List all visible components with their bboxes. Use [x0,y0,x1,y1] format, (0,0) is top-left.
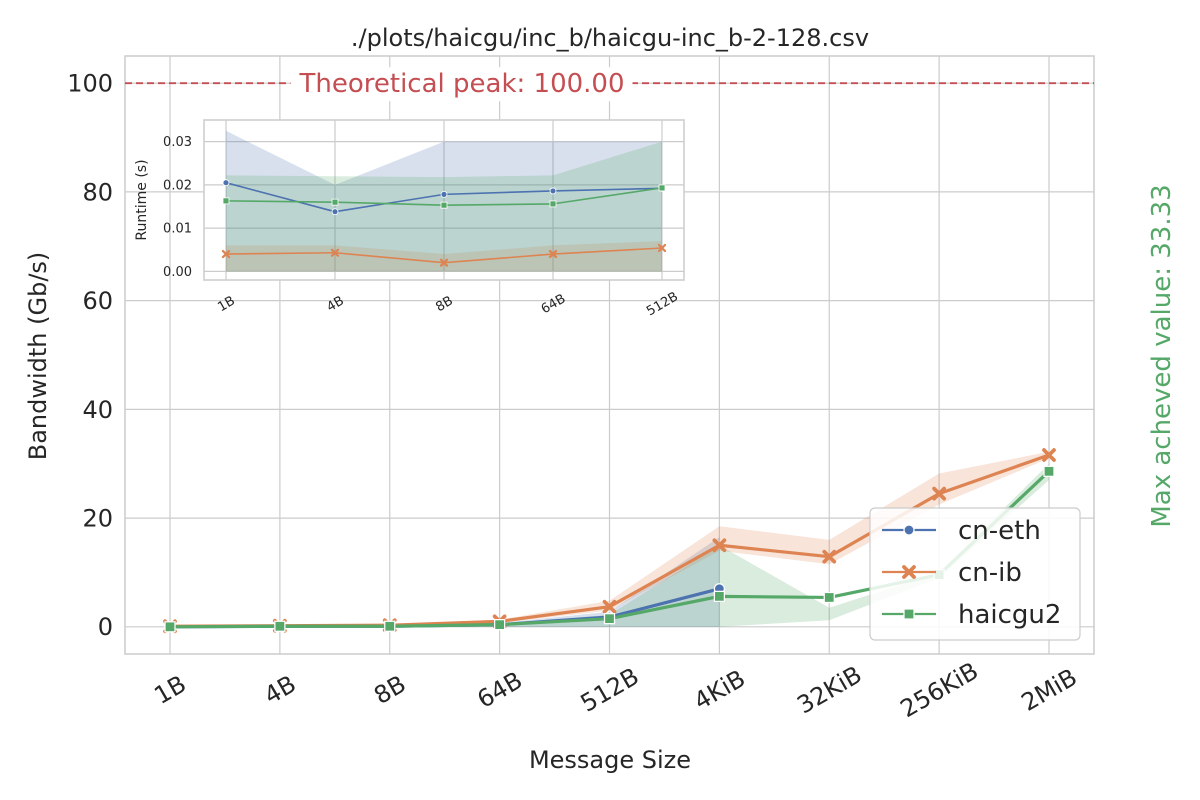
y-axis-label: Bandwidth (Gb/s) [24,252,52,461]
data-point-haicgu2 [603,613,616,625]
max-achieved-label: Max acheved value: 33.33 [1147,184,1177,527]
y-tick-label: 0 [98,613,113,641]
data-point-cn-ib [932,486,946,501]
data-point-haicgu2 [713,590,725,602]
data-point-haicgu2 [384,620,396,632]
data-point-cn-ib [712,538,727,553]
legend-label: cn-eth [958,516,1041,546]
y-tick-label: 40 [82,396,113,424]
inset-data-point-cn-ib [330,248,340,257]
inset-x-tick-label: 1B [215,294,237,316]
axes-frame [124,55,1095,655]
inset-data-point-haicgu2 [440,201,448,209]
y-tick-label: 80 [82,178,113,206]
legend-item-cn-ib: cn-ib [882,558,1022,588]
inset-data-point-haicgu2 [658,184,666,192]
inset-band-cn-eth [226,130,662,272]
chart-title: ./plots/haicgu/inc_b/haicgu-inc_b-2-128.… [351,24,869,52]
inset-data-point-cn-ib [548,249,558,259]
data-point-cn-ib [1042,448,1056,462]
inset-data-point-haicgu2 [331,198,339,206]
legend-box [869,507,1081,641]
inset-data-point-cn-eth [440,190,448,198]
inset-data-point-cn-eth [549,187,557,195]
inset-x-tick-label: 8B [433,294,455,316]
legend-marker [903,524,915,536]
inset-y-tick-label: 0.03 [163,135,192,150]
peak-label-background [290,67,633,102]
inset-data-point-cn-eth [331,208,339,216]
inset-axes-frame [203,119,685,281]
legend: cn-eth cn-ib haicgu2 [869,507,1081,641]
x-axis-label: Message Size [529,746,691,774]
data-point-cn-ib [602,599,617,614]
inset-series-points-haicgu2 [222,184,666,209]
y-tick-label: 20 [82,504,113,532]
inset-y-tick-label: 0.00 [163,265,192,280]
inset-data-point-haicgu2 [549,200,557,208]
data-point-cn-ib [822,549,837,564]
inset-data-point-cn-ib [221,249,231,259]
inset-data-point-cn-ib [439,258,449,267]
inset-y-tick-label: 0.02 [163,178,192,193]
inset-y-axis-label: Runtime (s) [134,159,150,240]
inset-data-point-cn-ib [657,243,667,253]
data-point-haicgu2 [494,619,506,631]
y-tick-label: 60 [82,287,113,315]
inset-data-point-cn-eth [222,179,230,187]
inset-series-points-cn-ib [221,243,667,267]
legend-item-haicgu2: haicgu2 [882,600,1061,630]
band-cn-eth [170,537,720,627]
peak-label: Theoretical peak: 100.00 [299,69,625,99]
inset-data-point-haicgu2 [222,197,230,205]
legend-item-cn-eth: cn-eth [882,516,1041,546]
data-point-haicgu2 [823,591,835,604]
legend-label: haicgu2 [958,600,1061,630]
inset-band-cn-ib [226,241,662,272]
legend-label: cn-ib [958,558,1022,588]
y-tick-label: 100 [67,70,113,98]
inset-x-tick-label: 4B [324,294,346,316]
inset-y-tick-label: 0.01 [163,222,192,237]
data-point-haicgu2 [1043,465,1055,477]
data-point-haicgu2 [164,621,176,633]
data-point-haicgu2 [274,620,286,632]
legend-marker [902,565,916,579]
legend-marker [903,608,915,620]
